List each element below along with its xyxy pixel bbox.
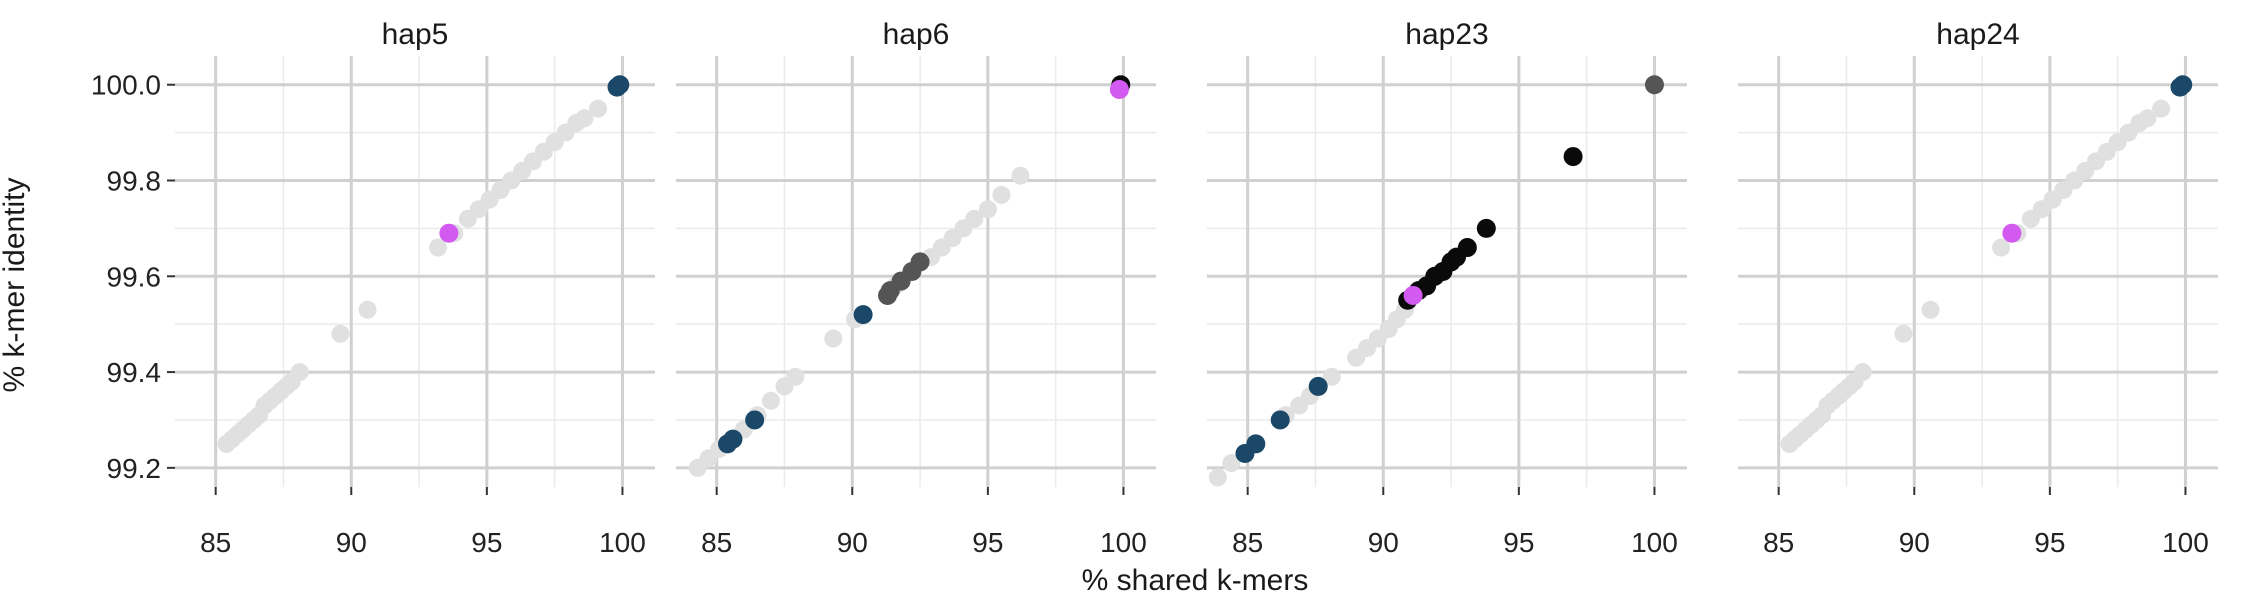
y-tick-label: 99.8 bbox=[107, 166, 162, 197]
facet-panel-hap6: hap6 85 90 95 100 bbox=[676, 18, 1156, 558]
background-point bbox=[965, 209, 984, 228]
background-point bbox=[978, 200, 997, 219]
facet-title: hap5 bbox=[382, 18, 449, 51]
background-point bbox=[2138, 109, 2157, 128]
background-point bbox=[429, 238, 448, 257]
facet-panel-hap5: hap5 85 90 95 100 99.2 99.4 99.6 99.8 100.0 bbox=[91, 18, 655, 558]
x-tick-label: 85 bbox=[1763, 527, 1794, 558]
x-tick-label: 100 bbox=[599, 527, 646, 558]
x-tick-label: 85 bbox=[1232, 527, 1263, 558]
darkgray-point bbox=[1644, 75, 1664, 95]
background-point bbox=[331, 324, 350, 343]
x-tick-label: 90 bbox=[336, 527, 367, 558]
background-point bbox=[2152, 99, 2171, 118]
facet-title: hap24 bbox=[1936, 18, 2019, 51]
background-point bbox=[992, 185, 1011, 204]
facet-panel-hap23: hap23 85 90 95 100 bbox=[1207, 18, 1687, 558]
x-tick-label: 90 bbox=[837, 527, 868, 558]
navy-point bbox=[2173, 75, 2193, 95]
x-tick-label: 95 bbox=[471, 527, 502, 558]
navy-point bbox=[723, 429, 743, 449]
black-point bbox=[1563, 147, 1583, 167]
background-point bbox=[1208, 468, 1227, 487]
x-tick-label: 95 bbox=[1503, 527, 1534, 558]
y-tick-label: 99.6 bbox=[107, 261, 162, 292]
background-point bbox=[1222, 454, 1241, 473]
y-tick-label: 99.2 bbox=[107, 453, 162, 484]
magenta-point bbox=[2002, 223, 2022, 243]
facet-panels: hap5 85 90 95 100 99.2 99.4 99.6 99.8 100.0 hap6 85… bbox=[91, 18, 2218, 558]
x-tick-label: 85 bbox=[701, 527, 732, 558]
magenta-point bbox=[1403, 285, 1423, 305]
navy-point bbox=[1308, 376, 1328, 396]
background-point bbox=[589, 99, 608, 118]
magenta-point bbox=[439, 223, 459, 243]
y-axis-title: % k-mer identity bbox=[0, 177, 31, 392]
background-point bbox=[1921, 300, 1940, 319]
navy-point bbox=[1246, 434, 1266, 454]
x-tick-label: 95 bbox=[972, 527, 1003, 558]
navy-point bbox=[745, 410, 765, 430]
x-tick-label: 95 bbox=[2034, 527, 2065, 558]
y-tick-label: 100.0 bbox=[91, 70, 161, 101]
background-point bbox=[824, 329, 843, 348]
black-point bbox=[1476, 218, 1496, 238]
darkgray-point bbox=[910, 252, 930, 272]
x-tick-label: 90 bbox=[1368, 527, 1399, 558]
background-point bbox=[1894, 324, 1913, 343]
facet-panel-hap24: hap24 85 90 95 100 bbox=[1738, 18, 2218, 558]
background-point bbox=[290, 363, 309, 382]
background-point bbox=[761, 391, 780, 410]
navy-point bbox=[853, 305, 873, 325]
navy-point bbox=[610, 75, 630, 95]
navy-point bbox=[1270, 410, 1290, 430]
facet-title: hap6 bbox=[883, 18, 950, 51]
background-point bbox=[1011, 166, 1030, 185]
facet-title: hap23 bbox=[1405, 18, 1488, 51]
x-tick-label: 90 bbox=[1899, 527, 1930, 558]
y-tick-label: 99.4 bbox=[107, 357, 162, 388]
background-point bbox=[1322, 367, 1341, 386]
x-tick-label: 100 bbox=[1631, 527, 1678, 558]
x-tick-label: 100 bbox=[1100, 527, 1147, 558]
background-point bbox=[1992, 238, 2011, 257]
x-tick-label: 85 bbox=[200, 527, 231, 558]
background-point bbox=[786, 367, 805, 386]
x-tick-label: 100 bbox=[2162, 527, 2209, 558]
background-point bbox=[1853, 363, 1872, 382]
background-point bbox=[358, 300, 377, 319]
magenta-point bbox=[1109, 80, 1129, 100]
black-point bbox=[1457, 238, 1477, 258]
background-point bbox=[575, 109, 594, 128]
x-axis-title: % shared k-mers bbox=[1082, 564, 1309, 597]
